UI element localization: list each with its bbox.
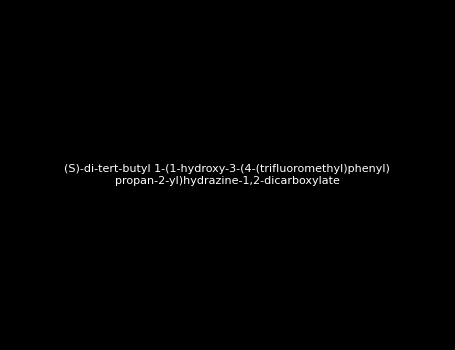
Text: (S)-di-tert-butyl 1-(1-hydroxy-3-(4-(trifluoromethyl)phenyl)
propan-2-yl)hydrazi: (S)-di-tert-butyl 1-(1-hydroxy-3-(4-(tri…: [64, 164, 390, 186]
